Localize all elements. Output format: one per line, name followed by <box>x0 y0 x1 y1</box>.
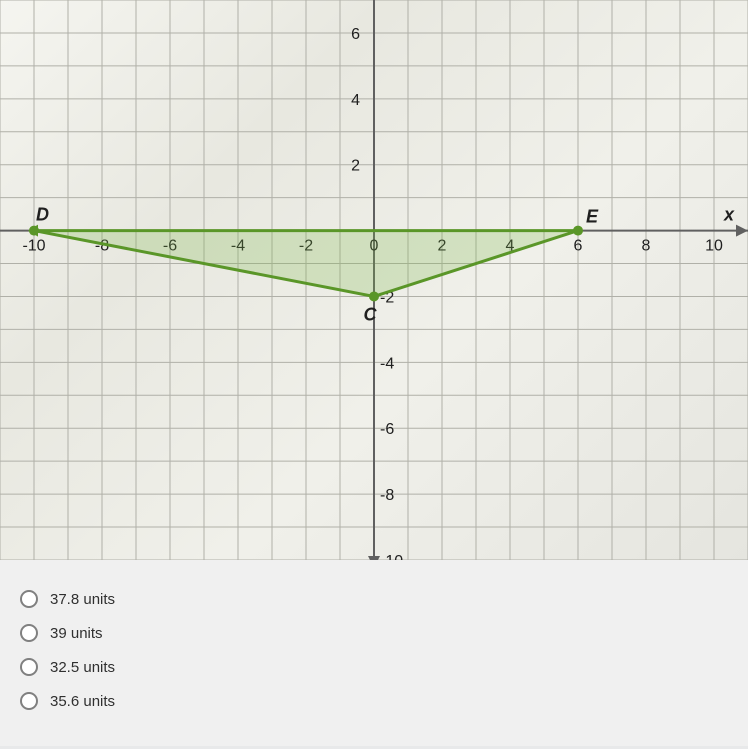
answer-label: 32.5 units <box>50 659 115 676</box>
svg-text:E: E <box>586 207 599 227</box>
radio-icon[interactable] <box>20 692 38 710</box>
chart-container: -10-8-6-4-20246810246-2-4-6-8-10xDEC <box>0 0 748 560</box>
svg-text:-10: -10 <box>22 238 45 255</box>
svg-text:x: x <box>723 205 735 225</box>
svg-text:10: 10 <box>705 238 723 255</box>
answer-label: 37.8 units <box>50 591 115 608</box>
answer-option[interactable]: 32.5 units <box>20 658 728 676</box>
svg-text:4: 4 <box>351 92 360 109</box>
answer-option[interactable]: 39 units <box>20 624 728 642</box>
svg-text:C: C <box>364 304 378 324</box>
svg-text:8: 8 <box>642 238 651 255</box>
svg-text:2: 2 <box>351 158 360 175</box>
svg-text:-10: -10 <box>380 553 403 560</box>
svg-text:-8: -8 <box>380 487 394 504</box>
svg-text:6: 6 <box>351 26 360 43</box>
radio-icon[interactable] <box>20 658 38 676</box>
svg-text:D: D <box>36 205 49 225</box>
svg-text:-6: -6 <box>380 421 394 438</box>
svg-text:-4: -4 <box>380 355 394 372</box>
answer-label: 39 units <box>50 625 103 642</box>
radio-icon[interactable] <box>20 624 38 642</box>
answer-option[interactable]: 37.8 units <box>20 590 728 608</box>
svg-text:6: 6 <box>574 238 583 255</box>
radio-icon[interactable] <box>20 590 38 608</box>
answer-options: 37.8 units 39 units 32.5 units 35.6 unit… <box>0 560 748 746</box>
answer-option[interactable]: 35.6 units <box>20 692 728 710</box>
answer-label: 35.6 units <box>50 693 115 710</box>
coordinate-chart: -10-8-6-4-20246810246-2-4-6-8-10xDEC <box>0 0 748 560</box>
